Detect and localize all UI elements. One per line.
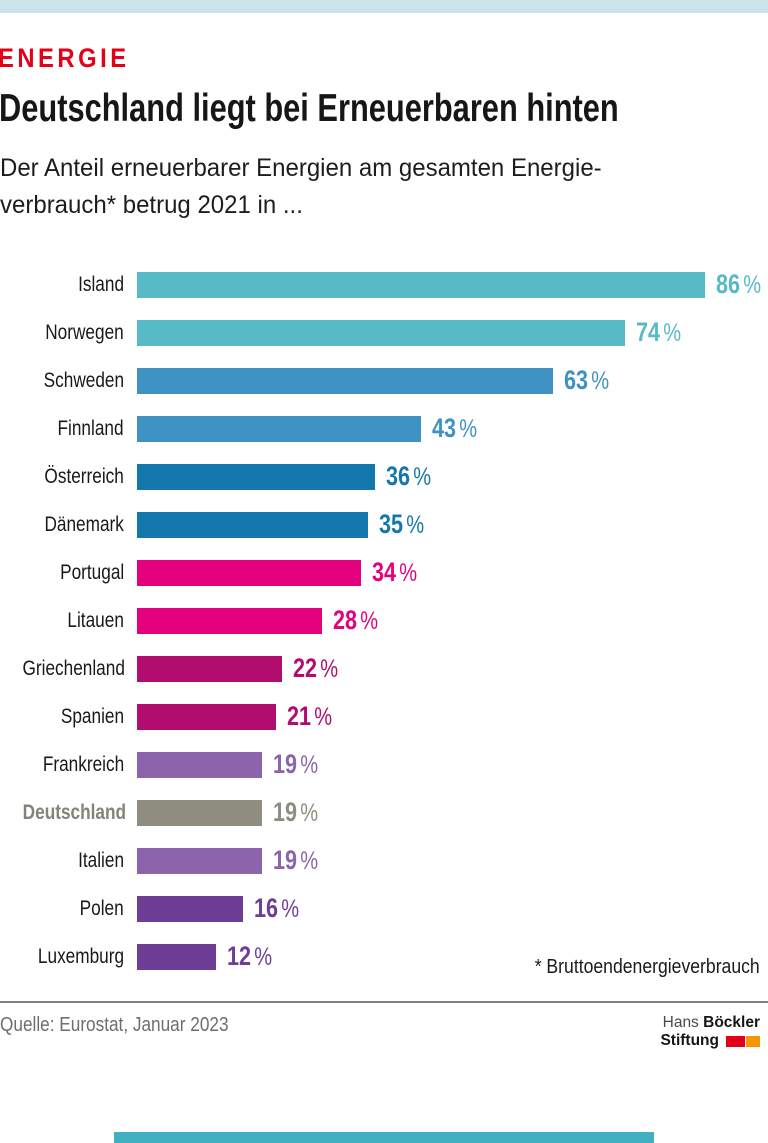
subtitle-line-1: Der Anteil erneuerbarer Energien am gesa… — [0, 153, 602, 182]
value-label: 21% — [287, 701, 333, 732]
value-label: 19% — [273, 797, 319, 828]
bar — [137, 655, 282, 682]
value-label: 36% — [386, 461, 432, 492]
chart-row: Luxemburg 12% — [0, 933, 768, 981]
value-label: 86% — [716, 269, 762, 300]
footer: Quelle: Eurostat, Januar 2023 Hans Böckl… — [0, 1003, 768, 1051]
country-label: Portugal — [59, 560, 124, 584]
bar — [137, 799, 262, 826]
value-label: 12% — [227, 941, 273, 972]
chart-row: Dänemark 35% — [0, 501, 768, 549]
logo-line-2: Stiftung — [660, 1032, 760, 1050]
value-label: 74% — [636, 317, 682, 348]
logo-red-block — [726, 1035, 745, 1047]
chart-row: Island 86% — [0, 261, 768, 309]
value-label: 43% — [432, 413, 478, 444]
logo-boeckler: Böckler — [703, 1013, 760, 1031]
subtitle-line-2: verbrauch* betrug 2021 in ... — [0, 191, 303, 220]
bar-zone: 35% — [137, 509, 768, 540]
value-label: 19% — [273, 749, 319, 780]
bar-zone: 19% — [137, 797, 768, 828]
bar-zone: 86% — [137, 269, 768, 300]
country-label: Deutschland — [22, 800, 127, 824]
country-label: Frankreich — [42, 752, 124, 776]
logo-orange-block — [746, 1035, 760, 1047]
chart-row: Italien 19% — [0, 837, 768, 885]
bar-chart: Island 86% Norwegen 74% Schweden 63% Finnland 4… — [0, 261, 768, 981]
source-text: Quelle: Eurostat, Januar 2023 — [0, 1013, 229, 1036]
country-label: Österreich — [44, 464, 124, 488]
chart-row: Polen 16% — [0, 885, 768, 933]
bar-zone: 21% — [137, 701, 768, 732]
value-label: 63% — [564, 365, 610, 396]
chart-row: Griechenland 22% — [0, 645, 768, 693]
kicker: ENERGIE — [0, 43, 130, 73]
bar — [137, 895, 243, 922]
footnote: * Bruttoendenergieverbrauch — [534, 956, 760, 978]
header: ENERGIE Deutschland liegt bei Erneuerbar… — [0, 13, 768, 225]
footer-divider — [0, 1000, 768, 1003]
value-label: 19% — [273, 845, 319, 876]
chart-row: Spanien 21% — [0, 693, 768, 741]
value-label: 16% — [254, 893, 300, 924]
country-label: Schweden — [43, 368, 124, 392]
chart-row: Frankreich 19% — [0, 741, 768, 789]
bar-zone: 22% — [137, 653, 768, 684]
country-label: Dänemark — [44, 512, 124, 536]
country-label: Spanien — [60, 704, 124, 728]
publisher-logo: Hans Böckler Stiftung — [660, 1014, 760, 1051]
bar-zone: 28% — [137, 605, 768, 636]
chart-row: Portugal 34% — [0, 549, 768, 597]
logo-mark-icon — [726, 1035, 760, 1047]
bar-zone: 43% — [137, 413, 768, 444]
bar-zone: 19% — [137, 749, 768, 780]
bar — [137, 511, 368, 538]
bar — [137, 319, 625, 346]
value-label: 35% — [379, 509, 425, 540]
bar — [137, 271, 705, 298]
bar — [137, 415, 421, 442]
bar — [137, 559, 361, 586]
bar — [137, 367, 553, 394]
chart-row: Finnland 43% — [0, 405, 768, 453]
chart-row: Deutschland 19% — [0, 789, 768, 837]
country-label: Polen — [79, 896, 124, 920]
bottom-accent-bar — [114, 1132, 654, 1143]
country-label: Island — [78, 272, 124, 296]
value-label: 34% — [372, 557, 418, 588]
subtitle: Der Anteil erneuerbarer Energien am gesa… — [0, 150, 730, 225]
bar — [137, 943, 216, 970]
logo-stiftung: Stiftung — [660, 1031, 719, 1049]
country-label: Finnland — [57, 416, 124, 440]
country-label: Litauen — [67, 608, 124, 632]
country-label: Italien — [78, 848, 124, 872]
bar — [137, 847, 262, 874]
chart-row: Norwegen 74% — [0, 309, 768, 357]
chart-row: Österreich 36% — [0, 453, 768, 501]
bar-zone: 12% — [137, 941, 768, 972]
country-label: Norwegen — [45, 320, 124, 344]
bar-zone: 36% — [137, 461, 768, 492]
country-label: Luxemburg — [37, 944, 124, 968]
top-accent-bar — [0, 0, 768, 13]
chart-row: Schweden 63% — [0, 357, 768, 405]
bar-zone: 63% — [137, 365, 768, 396]
bar — [137, 703, 276, 730]
page-title: Deutschland liegt bei Erneuerbaren hinte… — [0, 87, 619, 130]
bar-zone: 34% — [137, 557, 768, 588]
value-label: 22% — [293, 653, 339, 684]
bar-zone: 19% — [137, 845, 768, 876]
country-label: Griechenland — [22, 656, 125, 680]
value-label: 28% — [333, 605, 379, 636]
bar — [137, 607, 322, 634]
bar-zone: 16% — [137, 893, 768, 924]
bar — [137, 463, 375, 490]
chart-row: Litauen 28% — [0, 597, 768, 645]
logo-hans: Hans — [662, 1013, 699, 1031]
bar — [137, 751, 262, 778]
logo-line-1: Hans Böckler — [660, 1014, 760, 1032]
bar-zone: 74% — [137, 317, 768, 348]
